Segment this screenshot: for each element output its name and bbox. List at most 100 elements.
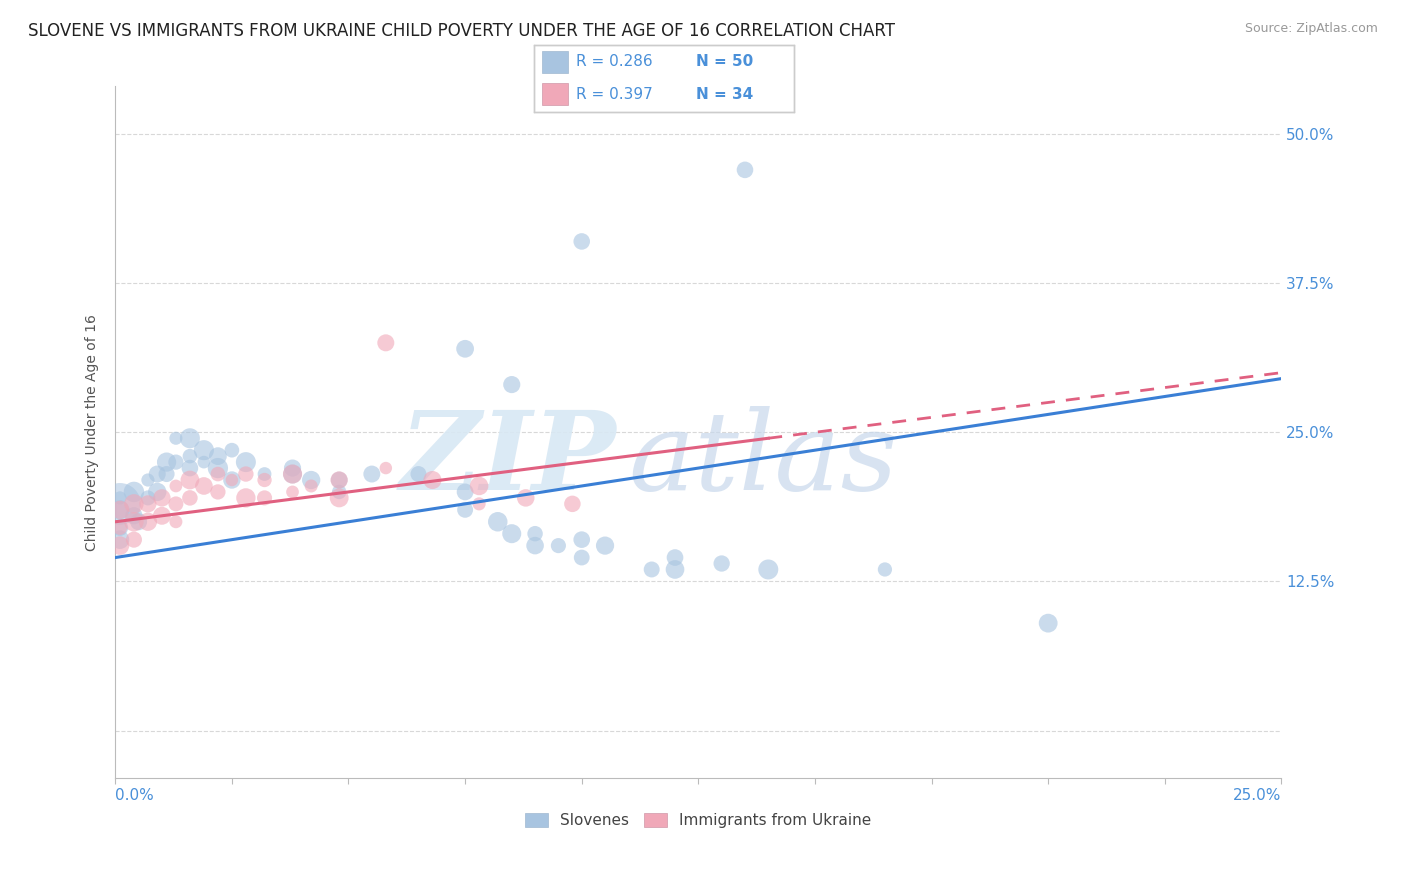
Point [524,539,547,553]
Point [221,443,243,458]
Point [128,515,150,529]
Point [253,491,276,505]
Point [547,539,569,553]
Point [122,533,145,547]
Point [641,562,664,576]
Point [108,503,131,517]
Point [408,467,430,481]
Point [146,484,169,499]
Point [515,491,537,505]
Text: 0.0%: 0.0% [115,788,155,803]
Point [146,467,169,481]
Text: R = 0.286: R = 0.286 [576,54,652,70]
Point [136,515,159,529]
Point [108,533,131,547]
Point [873,562,896,576]
Point [150,508,173,523]
Point [571,533,593,547]
Point [136,497,159,511]
Point [108,491,131,505]
Point [1038,616,1060,631]
Point [422,473,444,487]
Point [179,491,201,505]
Point [193,443,215,458]
Point [454,503,477,517]
Point [328,491,350,505]
Text: N = 34: N = 34 [696,87,752,102]
Point [221,473,243,487]
Point [155,455,177,469]
Point [150,491,173,505]
Point [108,503,131,517]
Y-axis label: Child Poverty Under the Age of 16: Child Poverty Under the Age of 16 [86,314,100,550]
Point [468,497,491,511]
Point [593,539,616,553]
Text: atlas: atlas [628,406,898,514]
Point [328,484,350,499]
Text: 25.0%: 25.0% [1233,788,1281,803]
Point [281,484,304,499]
Point [281,461,304,475]
Point [179,473,201,487]
Point [136,491,159,505]
Point [486,515,509,529]
Point [179,449,201,463]
Point [108,521,131,535]
Point [179,461,201,475]
Point [253,467,276,481]
Point [571,550,593,565]
Point [374,461,396,475]
Point [179,431,201,445]
Point [328,473,350,487]
FancyBboxPatch shape [543,52,568,73]
Point [165,497,187,511]
Point [299,479,322,493]
Text: SLOVENE VS IMMIGRANTS FROM UKRAINE CHILD POVERTY UNDER THE AGE OF 16 CORRELATION: SLOVENE VS IMMIGRANTS FROM UKRAINE CHILD… [28,22,896,40]
Point [281,467,304,481]
Point [108,497,131,511]
Point [501,526,523,541]
Point [664,562,686,576]
Point [235,455,257,469]
Point [235,467,257,481]
Point [108,539,131,553]
Point [122,497,145,511]
Point [221,473,243,487]
FancyBboxPatch shape [543,84,568,104]
Point [360,467,382,481]
Text: Source: ZipAtlas.com: Source: ZipAtlas.com [1244,22,1378,36]
Point [207,484,229,499]
Point [734,162,756,177]
Point [122,508,145,523]
Point [207,449,229,463]
Point [664,550,686,565]
Point [207,467,229,481]
Point [253,473,276,487]
Point [299,473,322,487]
Point [524,526,547,541]
Point [108,521,131,535]
Text: R = 0.397: R = 0.397 [576,87,652,102]
Point [155,467,177,481]
Point [207,461,229,475]
Point [328,473,350,487]
Point [165,479,187,493]
Point [454,342,477,356]
Point [193,479,215,493]
Point [235,491,257,505]
Point [710,557,733,571]
Text: ZIP: ZIP [401,406,617,514]
Point [136,473,159,487]
Point [571,235,593,249]
Point [122,515,145,529]
Legend: Slovenes, Immigrants from Ukraine: Slovenes, Immigrants from Ukraine [520,809,876,833]
Point [165,455,187,469]
Point [193,455,215,469]
Point [454,484,477,499]
Point [122,484,145,499]
Point [374,335,396,350]
Point [281,467,304,481]
Point [165,431,187,445]
Point [756,562,779,576]
Point [501,377,523,392]
